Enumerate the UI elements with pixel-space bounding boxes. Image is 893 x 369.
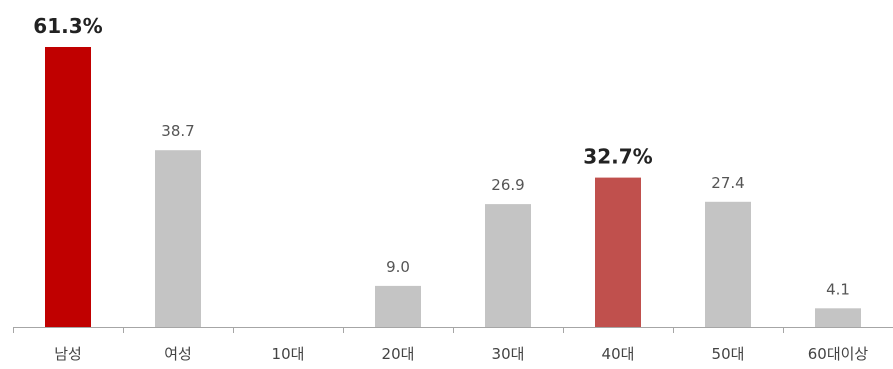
value-label: 9.0: [386, 258, 410, 276]
category-labels-group: 남성 여성 10대 20대 30대 40대 50대 60대이상: [54, 345, 868, 363]
bar-50대: [705, 201, 751, 327]
bar-30대: [485, 204, 531, 327]
bar-40대: [595, 177, 641, 327]
bars-group: [45, 47, 861, 327]
value-label: 32.7%: [583, 145, 652, 169]
value-label: 26.9: [491, 176, 524, 194]
value-label: 38.7: [161, 122, 194, 140]
category-label: 30대: [492, 345, 525, 363]
category-label: 10대: [272, 345, 305, 363]
category-label: 남성: [54, 345, 82, 363]
value-label: 27.4: [711, 174, 744, 192]
bar-여성: [155, 150, 201, 327]
bar-60대이상: [815, 308, 861, 327]
value-label: 4.1: [826, 280, 850, 298]
category-label: 20대: [382, 345, 415, 363]
category-label: 60대이상: [808, 345, 869, 363]
value-label: 61.3%: [33, 14, 102, 38]
category-label: 50대: [712, 345, 745, 363]
category-label: 40대: [602, 345, 635, 363]
x-axis: [13, 327, 893, 333]
bar-남성: [45, 47, 91, 327]
value-labels-group: 61.3% 38.7 9.0 26.9 32.7% 27.4 4.1: [33, 14, 850, 298]
bar-20대: [375, 285, 421, 327]
category-label: 여성: [164, 345, 192, 363]
